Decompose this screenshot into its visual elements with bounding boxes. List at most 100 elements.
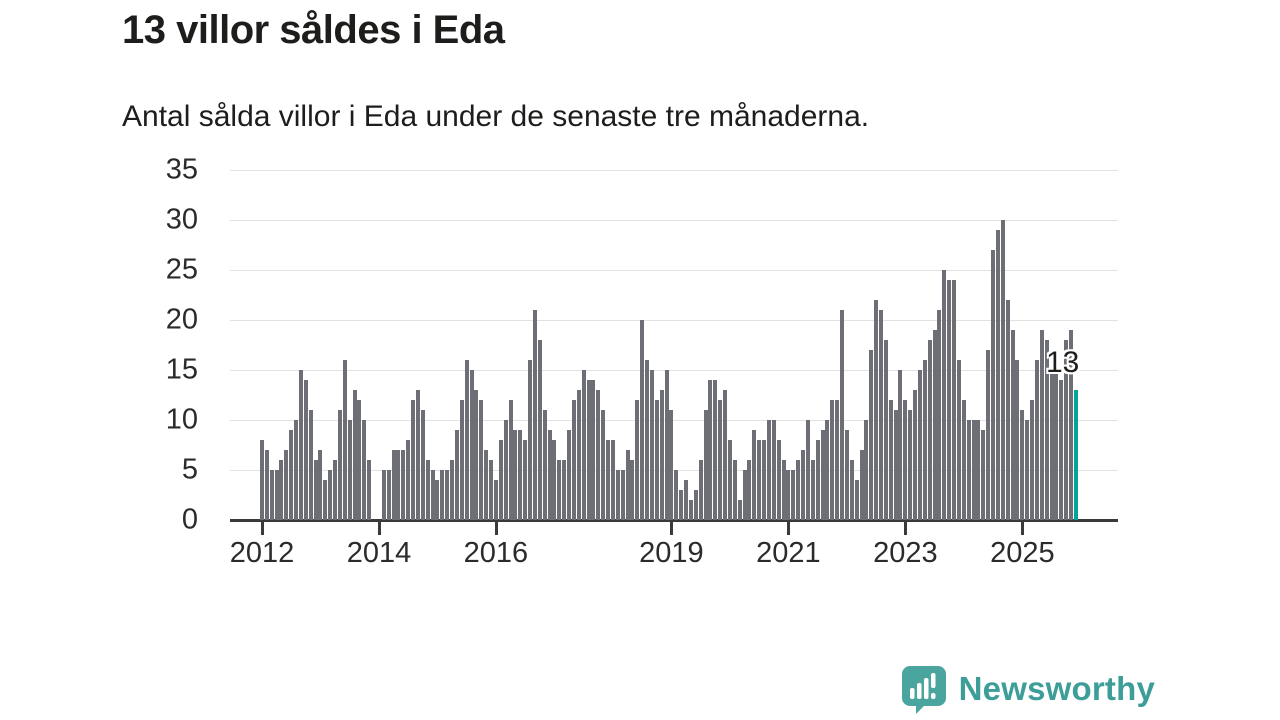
bar [903, 400, 908, 520]
bar [947, 280, 952, 520]
bar [586, 380, 591, 520]
bar [591, 380, 596, 520]
bar [1020, 410, 1025, 520]
x-axis-line [230, 519, 1118, 522]
bar [713, 380, 718, 520]
gridline [230, 270, 1118, 271]
bar [567, 430, 572, 520]
bar [620, 470, 625, 520]
bar [557, 460, 562, 520]
bar [337, 410, 342, 520]
bar [532, 310, 537, 520]
bar [318, 450, 323, 520]
bar [1010, 330, 1015, 520]
bar [474, 390, 479, 520]
bar [386, 470, 391, 520]
bar [489, 460, 494, 520]
bar [679, 490, 684, 520]
bar [284, 450, 289, 520]
bar [1039, 330, 1044, 520]
bar [908, 410, 913, 520]
x-axis-tick-label: 2012 [229, 537, 295, 569]
bar [981, 430, 986, 520]
bar [352, 390, 357, 520]
x-axis-tick-label: 2021 [756, 537, 821, 569]
bar [898, 370, 903, 520]
bar [269, 470, 274, 520]
y-axis-tick-label: 25 [165, 253, 198, 286]
bar [835, 400, 840, 520]
bar [464, 360, 469, 520]
bar [684, 480, 689, 520]
gridline [230, 370, 1118, 371]
bar [562, 460, 567, 520]
bar [703, 410, 708, 520]
bar [342, 360, 347, 520]
bar [303, 380, 308, 520]
bar [260, 440, 264, 520]
bar [952, 280, 957, 520]
bar [1005, 300, 1010, 520]
gridline [230, 420, 1118, 421]
bar [1059, 380, 1064, 520]
bar [664, 370, 669, 520]
bar [976, 420, 981, 520]
bar [518, 430, 523, 520]
bar [723, 390, 728, 520]
bar [1044, 340, 1049, 520]
bar [606, 440, 611, 520]
x-axis-tick [1021, 522, 1025, 535]
bar [1030, 400, 1035, 520]
y-axis-tick-label: 15 [165, 353, 198, 386]
bar [645, 360, 650, 520]
bar [420, 410, 425, 520]
x-axis-tick [670, 522, 674, 535]
x-axis-tick [494, 522, 498, 535]
bar [406, 440, 411, 520]
bar [649, 370, 654, 520]
bar [893, 410, 898, 520]
gridline [230, 320, 1118, 321]
bar [771, 420, 776, 520]
bar [445, 470, 450, 520]
bar [401, 450, 406, 520]
bar [830, 400, 835, 520]
bar [294, 420, 299, 520]
x-axis-tick [787, 522, 791, 535]
bar [810, 460, 815, 520]
bar [630, 460, 635, 520]
bar [479, 400, 484, 520]
bar [1025, 420, 1030, 520]
bar [298, 370, 303, 520]
x-axis-tick-label: 2025 [990, 537, 1055, 569]
bar [435, 480, 440, 520]
bar [986, 350, 991, 520]
x-axis-tick [904, 522, 908, 535]
bar [1034, 360, 1039, 520]
bar [528, 360, 533, 520]
bar [576, 390, 581, 520]
page-title: 13 villor såldes i Eda [122, 8, 505, 52]
bar [415, 390, 420, 520]
bar [440, 470, 445, 520]
bar [878, 310, 883, 520]
bar [752, 430, 757, 520]
x-axis-tick-label: 2016 [463, 537, 529, 569]
bar [796, 460, 801, 520]
bar [718, 400, 723, 520]
bar [362, 420, 367, 520]
bar [1000, 220, 1005, 520]
y-axis-tick-label: 5 [181, 453, 198, 486]
bar [1069, 330, 1074, 520]
bar [786, 470, 791, 520]
bar [347, 420, 352, 520]
bar [601, 410, 606, 520]
bar [430, 470, 435, 520]
bar [840, 310, 844, 520]
bar [610, 440, 615, 520]
bar [932, 330, 937, 520]
bar [927, 340, 932, 520]
bar [995, 230, 1000, 520]
bar [737, 500, 742, 520]
